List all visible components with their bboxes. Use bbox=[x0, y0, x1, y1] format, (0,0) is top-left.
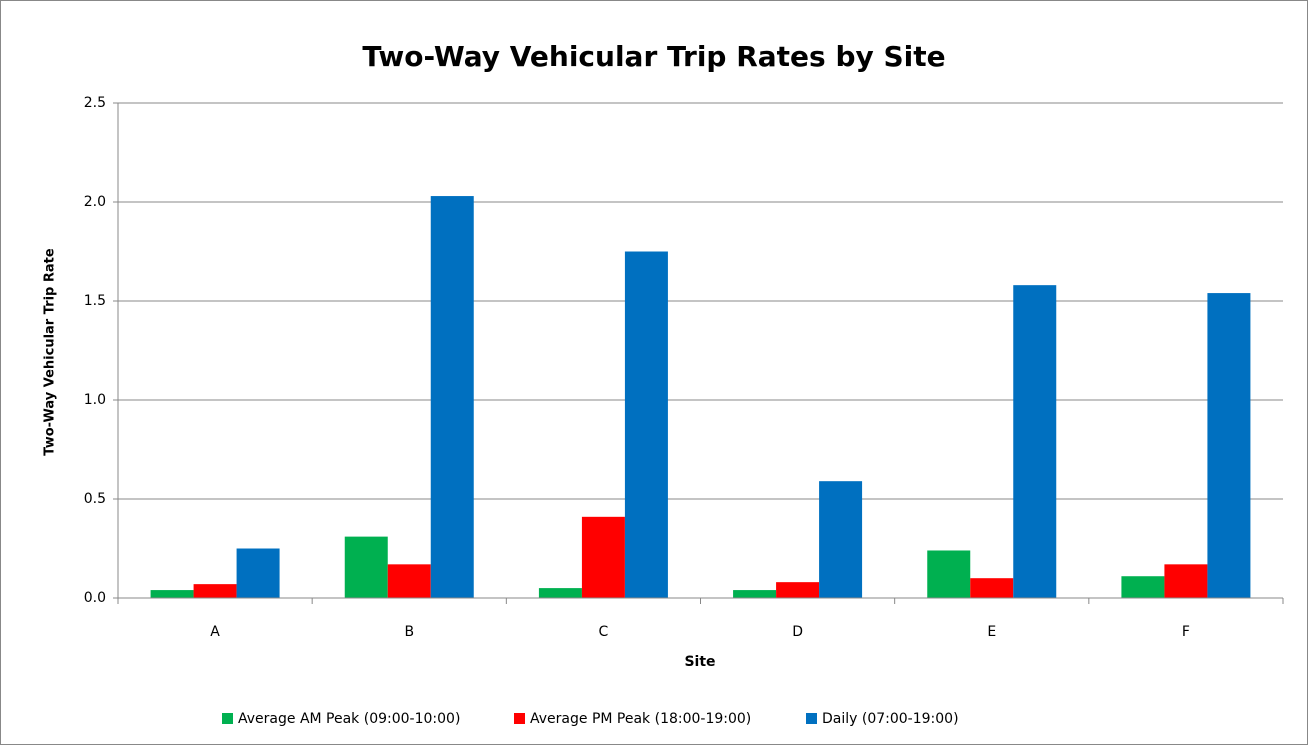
x-tick-label: F bbox=[1182, 624, 1190, 640]
x-tick-label: B bbox=[404, 624, 414, 640]
bar bbox=[193, 584, 237, 598]
x-tick-label: D bbox=[792, 624, 803, 640]
bar bbox=[733, 590, 777, 598]
y-axis-label: Two-Way Vehicular Trip Rate bbox=[43, 248, 58, 456]
y-tick-label: 0.5 bbox=[84, 491, 106, 507]
bar bbox=[430, 196, 474, 598]
bar bbox=[150, 590, 194, 598]
bar bbox=[819, 481, 863, 598]
bar bbox=[776, 582, 820, 598]
legend-label: Average AM Peak (09:00-10:00) bbox=[238, 711, 460, 727]
bar bbox=[1013, 285, 1057, 598]
x-tick-label: C bbox=[599, 624, 609, 640]
legend-swatch bbox=[222, 713, 233, 724]
bar bbox=[538, 588, 582, 598]
bar bbox=[927, 550, 971, 598]
y-tick-label: 2.5 bbox=[84, 95, 106, 111]
y-tick-label: 0.0 bbox=[84, 590, 106, 606]
bar bbox=[970, 578, 1014, 598]
x-tick-label: E bbox=[987, 624, 996, 640]
y-tick-label: 1.5 bbox=[84, 293, 106, 309]
bar bbox=[1207, 293, 1251, 598]
y-tick-label: 2.0 bbox=[84, 194, 106, 210]
bar bbox=[387, 564, 431, 598]
legend-swatch bbox=[514, 713, 525, 724]
bar bbox=[581, 516, 625, 598]
legend-label: Daily (07:00-19:00) bbox=[822, 711, 959, 727]
x-tick-label: A bbox=[210, 624, 220, 640]
legend-swatch bbox=[806, 713, 817, 724]
x-axis-label: Site bbox=[684, 654, 715, 670]
legend-label: Average PM Peak (18:00-19:00) bbox=[530, 711, 751, 727]
y-tick-label: 1.0 bbox=[84, 392, 106, 408]
bar bbox=[1121, 576, 1165, 598]
bar bbox=[236, 548, 280, 598]
bar bbox=[1164, 564, 1208, 598]
chart-title: Two-Way Vehicular Trip Rates by Site bbox=[362, 40, 945, 73]
bar bbox=[344, 536, 388, 598]
bar bbox=[624, 251, 668, 598]
